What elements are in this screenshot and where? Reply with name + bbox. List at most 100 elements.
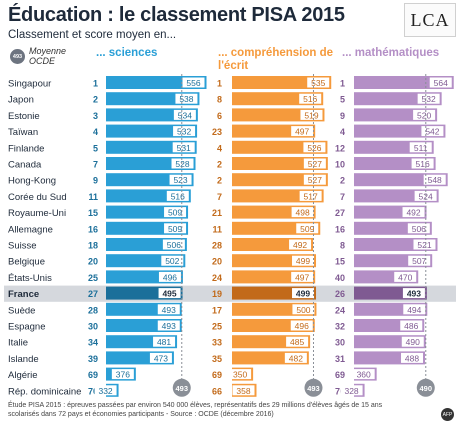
rank-label: 30 — [88, 322, 98, 332]
rank-label: 34 — [88, 338, 98, 348]
rank-label: 69 — [212, 370, 222, 380]
value-label: 493 — [162, 305, 176, 315]
value-box — [111, 369, 134, 380]
rank-label: 12 — [335, 143, 345, 153]
rank-label: 2 — [217, 176, 222, 186]
value-box — [413, 109, 436, 120]
value-label: 511 — [414, 143, 428, 153]
rank-label: 18 — [88, 241, 98, 251]
value-label: 358 — [236, 386, 250, 396]
country-label: Estonie — [8, 111, 40, 122]
country-label: Suisse — [8, 241, 37, 252]
value-box — [229, 369, 252, 380]
country-label: Corée du Sud — [8, 192, 67, 203]
value-label: 542 — [425, 127, 439, 137]
series-header-sciences: ... sciences — [96, 47, 158, 59]
rank-label: 8 — [217, 95, 222, 105]
value-box — [149, 352, 172, 363]
country-label: Belgique — [8, 257, 45, 268]
value-label: 535 — [311, 78, 325, 88]
rank-label: 70 — [335, 386, 345, 396]
value-label: 521 — [417, 240, 431, 250]
value-label: 532 — [422, 94, 436, 104]
oecd-average-badge: 493 — [10, 49, 25, 64]
value-label: 360 — [357, 370, 371, 380]
country-label: Royaume-Uni — [8, 208, 66, 219]
rank-label: 7 — [340, 192, 345, 202]
bar — [232, 76, 332, 89]
rank-label: 21 — [212, 208, 222, 218]
rank-label: 4 — [217, 143, 222, 153]
rank-label: 66 — [212, 386, 222, 396]
value-box — [158, 271, 181, 282]
value-label: 492 — [406, 208, 420, 218]
oecd-average-value: 493 — [176, 384, 189, 393]
value-box — [292, 304, 315, 315]
value-label: 486 — [404, 321, 418, 331]
chart-title: Éducation : le classement PISA 2015 — [8, 4, 345, 26]
rank-label: 25 — [88, 273, 98, 283]
value-label: 506 — [412, 224, 426, 234]
value-box — [164, 223, 187, 234]
value-label: 492 — [293, 240, 307, 250]
value-box — [402, 207, 425, 218]
rank-label: 11 — [212, 224, 222, 234]
rank-label: 40 — [335, 273, 345, 283]
rank-label: 6 — [217, 111, 222, 121]
value-box — [289, 239, 312, 250]
value-box — [291, 126, 314, 137]
value-box — [157, 320, 180, 331]
country-label: Islande — [8, 354, 39, 365]
rank-label: 20 — [88, 257, 98, 267]
pisa-bar-chart: Singapour Japon Estonie Taïwan Finlande Canad… — [4, 74, 456, 397]
value-box — [423, 174, 446, 185]
value-box — [232, 385, 255, 396]
bar — [354, 76, 454, 89]
legend-line-2: OCDE — [29, 56, 56, 66]
value-label: 506 — [167, 240, 181, 250]
rank-label: 24 — [212, 273, 222, 283]
value-label: 523 — [173, 175, 187, 185]
rank-label: 24 — [335, 305, 345, 315]
value-box — [409, 142, 432, 153]
value-box — [303, 142, 326, 153]
rank-label: 9 — [93, 176, 98, 186]
value-box — [413, 239, 436, 250]
value-label: 497 — [295, 127, 309, 137]
value-box — [164, 207, 187, 218]
value-label: 509 — [300, 224, 314, 234]
country-label: Singapour — [8, 79, 51, 90]
rank-label: 4 — [93, 127, 98, 137]
value-label: 493 — [162, 321, 176, 331]
value-box — [173, 126, 196, 137]
value-box — [296, 223, 319, 234]
value-box — [340, 385, 363, 396]
value-label: 534 — [178, 110, 192, 120]
value-label: 516 — [303, 94, 317, 104]
value-box — [303, 158, 326, 169]
rank-label: 32 — [335, 322, 345, 332]
value-label: 532 — [177, 127, 191, 137]
value-box — [394, 271, 417, 282]
value-box — [153, 336, 176, 347]
value-box — [400, 320, 423, 331]
value-label: 481 — [157, 337, 171, 347]
country-label: Suède — [8, 305, 35, 316]
value-label: 376 — [116, 370, 130, 380]
rank-label: 16 — [88, 224, 98, 234]
rank-label: 4 — [340, 127, 345, 137]
country-label: Espagne — [8, 322, 46, 333]
value-box — [291, 207, 314, 218]
value-label: 528 — [175, 159, 189, 169]
value-label: 493 — [407, 289, 421, 299]
rank-label: 31 — [335, 354, 345, 364]
value-label: 485 — [290, 337, 304, 347]
country-label: Finlande — [8, 143, 44, 154]
chart-subtitle: Classement et score moyen en... — [8, 29, 177, 41]
rank-label: 15 — [88, 208, 98, 218]
value-label: 494 — [407, 305, 421, 315]
value-box — [172, 142, 195, 153]
rank-label: 23 — [212, 127, 222, 137]
value-box — [407, 223, 430, 234]
rank-label: 27 — [88, 289, 98, 299]
